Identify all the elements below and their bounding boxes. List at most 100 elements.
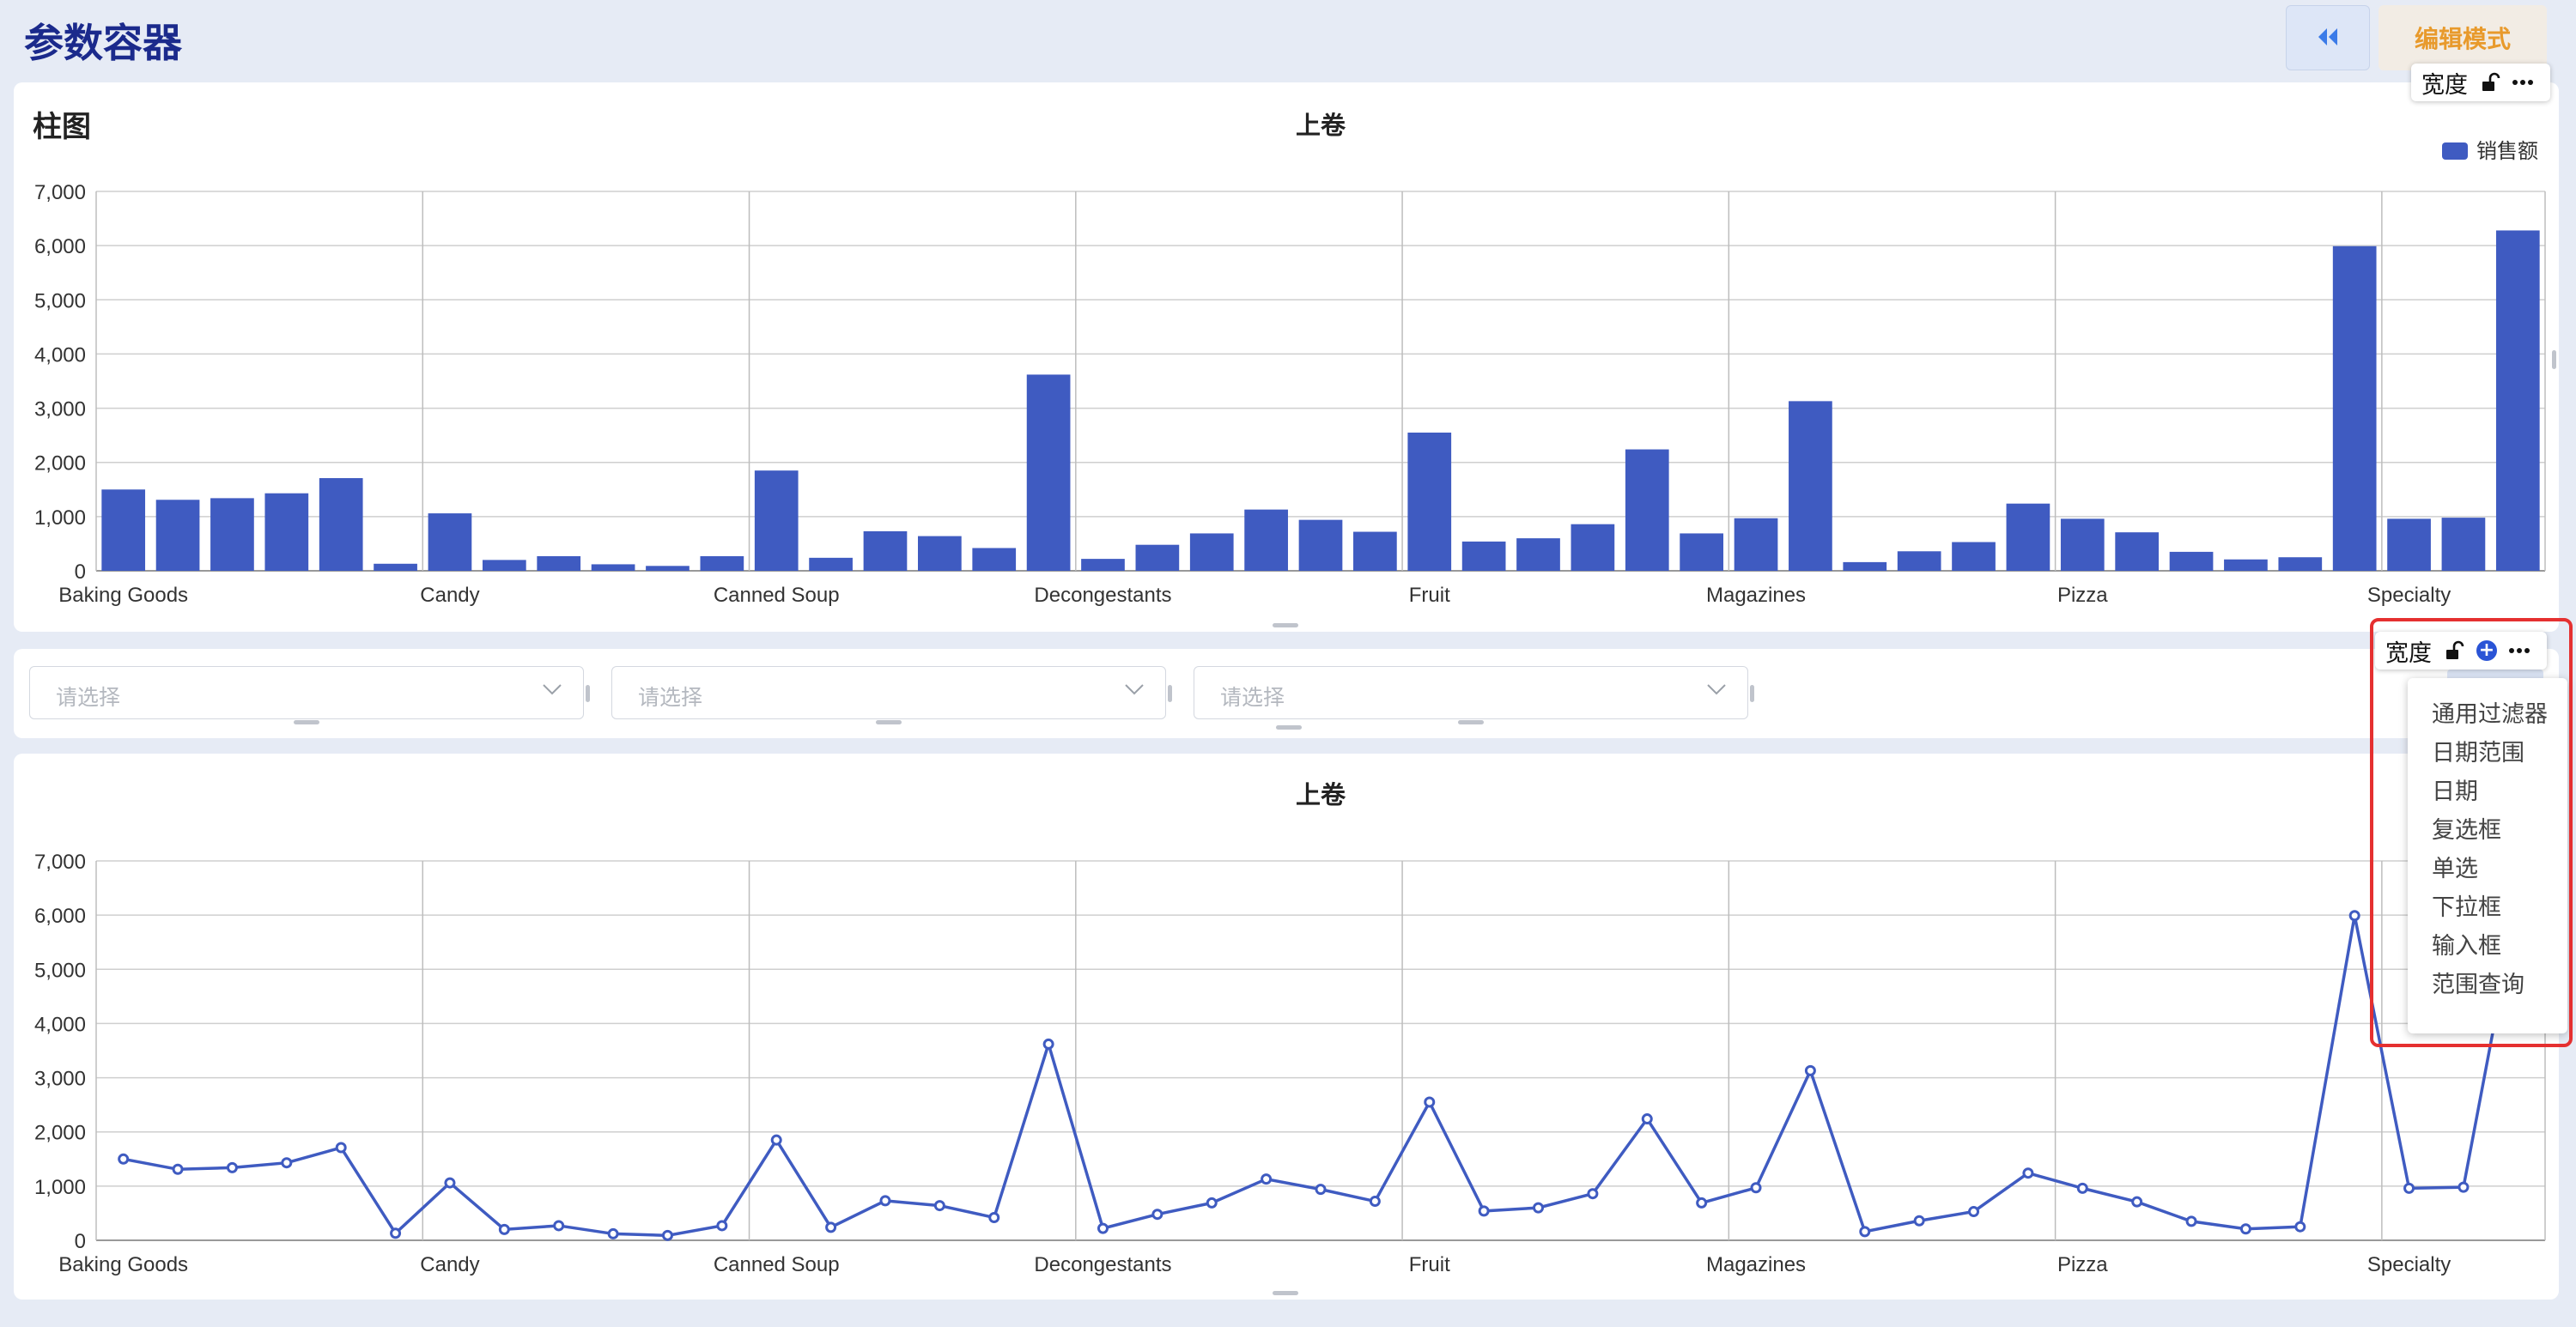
bar — [1571, 524, 1615, 571]
y-tick-label: 0 — [75, 1230, 86, 1253]
data-point — [1478, 1205, 1490, 1217]
resize-handle-bottom[interactable] — [876, 720, 902, 724]
y-tick-label: 2,000 — [34, 452, 86, 476]
bar — [1189, 533, 1234, 571]
data-point — [1804, 1064, 1816, 1076]
data-point — [1369, 1196, 1381, 1208]
data-point — [1587, 1188, 1599, 1200]
menu-item-range-query[interactable]: 范围查询 — [2432, 972, 2524, 998]
bar-chart: 上卷 0 1,000 2,000 3,000 4,000 5,000 6,000 7,000 Ba… — [34, 111, 2546, 607]
data-point — [2131, 1196, 2143, 1208]
y-tick-label: 5,000 — [34, 959, 86, 982]
data-point — [1042, 1038, 1054, 1050]
data-point — [2458, 1181, 2470, 1193]
data-point — [879, 1195, 891, 1207]
x-tick-label: Magazines — [1706, 584, 1806, 607]
data-point — [2185, 1215, 2197, 1227]
chevron-down-icon — [1124, 682, 1145, 700]
bar — [2495, 230, 2540, 571]
data-point — [2294, 1221, 2306, 1233]
bar — [2224, 559, 2268, 571]
data-point — [1151, 1209, 1163, 1221]
y-tick-label: 1,000 — [34, 506, 86, 530]
collapse-button[interactable] — [2286, 5, 2370, 70]
data-point — [1968, 1206, 1980, 1218]
data-point — [335, 1142, 347, 1154]
data-point — [1315, 1184, 1327, 1196]
resize-handle-bottom[interactable] — [1273, 1291, 1298, 1295]
width-label[interactable]: 宽度 — [2385, 639, 2432, 667]
y-tick-label: 1,000 — [34, 1176, 86, 1199]
bar — [1680, 533, 1723, 571]
resize-handle-bottom[interactable] — [1458, 720, 1484, 724]
edit-mode-button[interactable]: 编辑模式 — [2379, 5, 2547, 70]
width-label[interactable]: 宽度 — [2421, 71, 2468, 99]
resize-handle-bottom[interactable] — [1276, 725, 1302, 730]
x-tick-label: Baking Goods — [58, 1253, 188, 1276]
menu-item-checkbox[interactable]: 复选框 — [2432, 817, 2501, 844]
bar — [264, 493, 309, 571]
x-tick-label: Decongestants — [1034, 1253, 1171, 1276]
y-tick-label: 2,000 — [34, 1122, 86, 1145]
menu-item-date-range[interactable]: 日期范围 — [2432, 740, 2524, 767]
bar — [1952, 542, 1996, 571]
x-tick-label: Candy — [420, 584, 479, 607]
filter-select-3[interactable]: 请选择 — [1194, 666, 1748, 719]
resize-handle-right[interactable] — [586, 685, 590, 702]
data-point — [1424, 1096, 1436, 1108]
select-placeholder: 请选择 — [638, 685, 703, 710]
chart-title: 上卷 — [1296, 111, 1346, 140]
bar — [1789, 401, 1832, 571]
y-tick-label: 7,000 — [34, 851, 86, 874]
bar — [1298, 519, 1343, 571]
bar — [1081, 559, 1125, 571]
bar — [1843, 561, 1887, 571]
menu-item-date[interactable]: 日期 — [2432, 779, 2478, 805]
resize-handle-right[interactable] — [2552, 350, 2556, 369]
menu-item-input[interactable]: 输入框 — [2432, 933, 2501, 960]
data-point — [1696, 1197, 1708, 1209]
data-point — [1097, 1222, 1109, 1234]
data-point — [1261, 1173, 1273, 1185]
unlock-icon[interactable] — [2480, 72, 2500, 93]
y-tick-label: 3,000 — [34, 398, 86, 421]
chevron-down-icon — [1706, 682, 1727, 700]
resize-handle-bottom[interactable] — [1273, 623, 1298, 627]
resize-handle-right[interactable] — [1168, 685, 1172, 702]
bar — [1461, 541, 1506, 571]
data-point — [661, 1229, 673, 1241]
menu-item-generic-filter[interactable]: 通用过滤器 — [2432, 701, 2548, 728]
data-point — [444, 1177, 456, 1189]
y-tick-label: 3,000 — [34, 1068, 86, 1091]
menu-item-dropdown[interactable]: 下拉框 — [2432, 894, 2501, 921]
page-title: 参数容器 — [24, 20, 182, 66]
bar — [1516, 538, 1560, 571]
x-tick-label: Specialty — [2367, 1253, 2451, 1276]
filter-select-2[interactable]: 请选择 — [611, 666, 1166, 719]
filter-select-1[interactable]: 请选择 — [29, 666, 584, 719]
ellipsis-icon[interactable] — [2509, 647, 2530, 654]
bar — [155, 500, 200, 571]
bar — [646, 566, 690, 571]
x-tick-label: Magazines — [1706, 1253, 1806, 1276]
bar — [482, 560, 526, 571]
add-component-menu: 通用过滤器 日期范围 日期 复选框 单选 下拉框 输入框 范围查询 — [2408, 678, 2567, 1033]
bar — [2115, 532, 2160, 571]
bar — [2169, 551, 2214, 571]
data-point — [118, 1153, 130, 1165]
bar — [1734, 518, 1778, 571]
data-point — [933, 1200, 945, 1212]
menu-item-radio[interactable]: 单选 — [2432, 856, 2478, 882]
bar — [918, 536, 962, 571]
ellipsis-icon[interactable] — [2512, 79, 2533, 86]
resize-handle-bottom[interactable] — [294, 720, 319, 724]
bar — [319, 478, 363, 571]
x-tick-label: Fruit — [1409, 584, 1450, 607]
unlock-icon[interactable] — [2444, 640, 2464, 661]
bar — [1897, 551, 1941, 571]
bar — [863, 530, 908, 571]
plus-circle-icon[interactable]: + — [2476, 640, 2497, 661]
data-point — [1641, 1113, 1653, 1125]
data-point — [716, 1220, 728, 1232]
resize-handle-right[interactable] — [1750, 685, 1754, 702]
